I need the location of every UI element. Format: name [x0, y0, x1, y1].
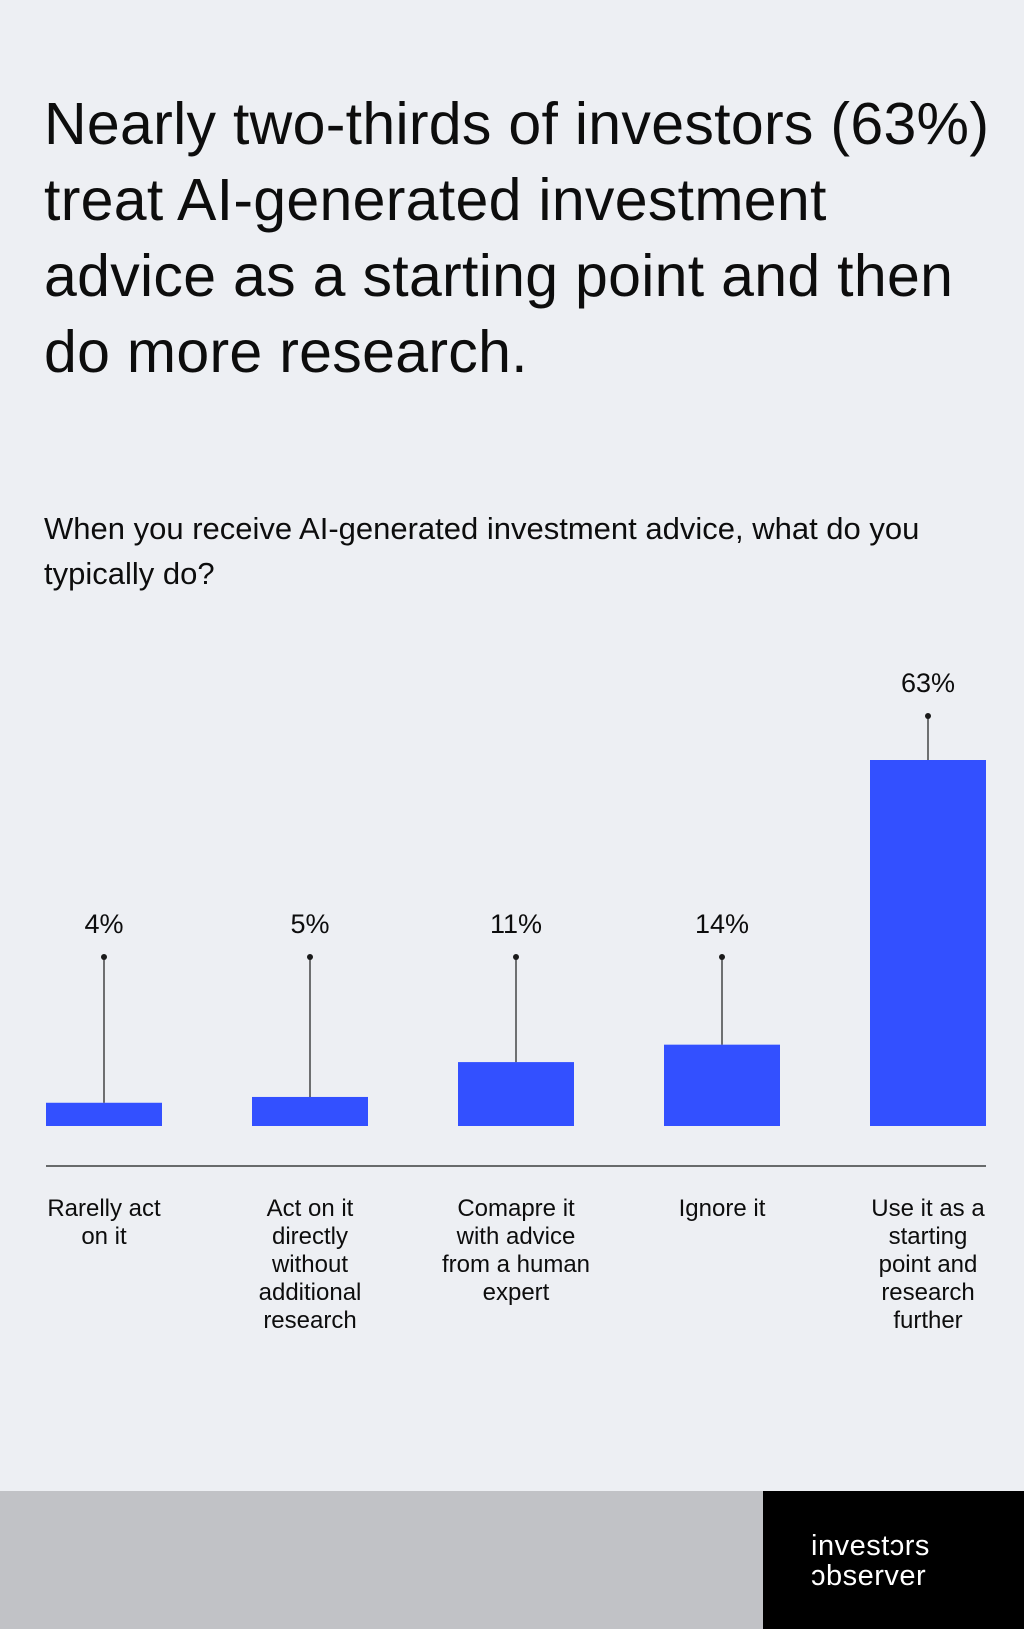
leader-dot-3: [513, 954, 519, 960]
category-label-5: Use it as a starting point and research …: [871, 1195, 985, 1334]
leader-dot-1: [101, 954, 107, 960]
category-label-3: Comapre it with advice from a human expe…: [441, 1195, 591, 1306]
value-label-4: 14%: [695, 909, 749, 939]
value-label-2: 5%: [290, 909, 329, 939]
footer-bar: investɔrs ɔbserver: [0, 1491, 1024, 1629]
brand-logo[interactable]: investɔrs ɔbserver: [763, 1491, 1024, 1629]
leader-dot-4: [719, 954, 725, 960]
category-label-2: Act on it directly without additional re…: [258, 1195, 362, 1334]
bar-chart: 4% 5% 11% 14% 63%: [46, 668, 986, 1167]
bar-3[interactable]: [458, 1062, 574, 1126]
category-label-1: Rarelly act on it: [47, 1195, 161, 1250]
leader-dot-2: [307, 954, 313, 960]
value-label-5: 63%: [901, 668, 955, 698]
brand-line-1: investɔrs: [811, 1530, 930, 1562]
bar-1[interactable]: [46, 1102, 162, 1126]
category-label-4: Ignore it: [678, 1195, 766, 1222]
brand-logo-text: investɔrs ɔbserver: [811, 1531, 930, 1591]
chart-subtitle: When you receive AI-generated investment…: [44, 511, 920, 591]
value-label-1: 4%: [84, 909, 123, 939]
bar-4[interactable]: [664, 1044, 780, 1126]
brand-line-2: ɔbserver: [811, 1560, 927, 1592]
chart-title: Nearly two-thirds of investors (63%) tre…: [44, 91, 990, 385]
bar-2[interactable]: [252, 1096, 368, 1126]
leader-dot-5: [925, 713, 931, 719]
bar-5[interactable]: [870, 760, 986, 1126]
value-label-3: 11%: [490, 909, 542, 939]
